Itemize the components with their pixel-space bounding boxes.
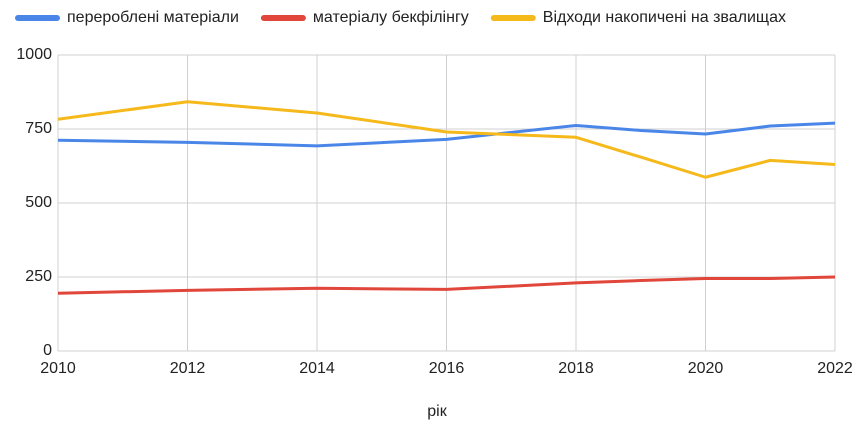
series-line xyxy=(57,275,836,295)
legend-swatch xyxy=(15,15,60,21)
legend-swatch xyxy=(260,15,306,21)
legend-swatch xyxy=(490,15,536,21)
y-tick-label: 750 xyxy=(25,120,52,137)
x-tick-label: 2016 xyxy=(429,360,465,377)
x-axis-label: рік xyxy=(427,403,447,420)
y-tick-label: 250 xyxy=(25,268,52,285)
lines xyxy=(57,100,836,295)
y-tick-label: 1000 xyxy=(16,46,52,63)
legend-label: Відходи накопичені на звалищах xyxy=(543,9,786,26)
y-tick-label: 0 xyxy=(43,342,52,359)
legend-label: перероблені матеріали xyxy=(67,9,239,26)
legend-label: матеріалу бекфілінгу xyxy=(313,9,469,26)
x-tick-label: 2020 xyxy=(688,360,724,377)
grid xyxy=(57,54,836,352)
series-line xyxy=(57,121,836,148)
x-tick-label: 2022 xyxy=(817,360,853,377)
x-tick-label: 2012 xyxy=(170,360,206,377)
series-line xyxy=(57,100,836,179)
x-tick-label: 2014 xyxy=(299,360,335,377)
y-tick-label: 500 xyxy=(25,194,52,211)
x-tick-label: 2018 xyxy=(558,360,594,377)
x-tick-label: 2010 xyxy=(40,360,76,377)
